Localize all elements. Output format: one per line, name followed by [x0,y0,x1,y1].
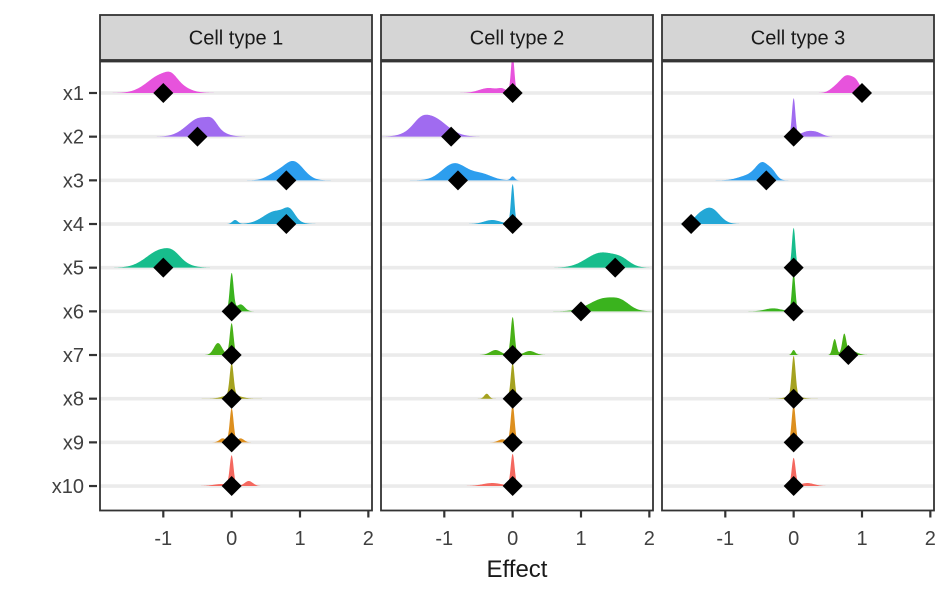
x-tick-label: -1 [154,528,172,550]
estimate-marker-x5 [783,257,804,278]
estimate-marker-x1 [502,83,523,103]
estimate-marker-x8 [221,388,242,409]
y-axis-label-x2: x2 [63,127,84,149]
estimate-marker-x2 [441,126,462,147]
x-tick-label: -1 [716,528,734,550]
estimate-marker-x1 [852,83,872,103]
facet-title: Cell type 1 [189,28,284,50]
facet-strip [380,14,654,61]
estimate-marker-x6 [571,301,591,322]
gridline-x3 [662,178,934,183]
chart-built-content: Cell type 1 -1 0 1 2 Cell type 2 -1 0 1 2 Cell typ… [52,14,936,550]
gridline-x3 [100,178,372,183]
facet-strip [99,14,373,61]
gridline-x5 [381,265,653,270]
gridline-x2 [381,134,653,139]
y-axis-label-x5: x5 [63,258,84,280]
x-tick-label: 0 [226,528,237,550]
facet-title: Cell type 2 [470,28,565,50]
panel-border [380,60,654,512]
estimate-marker-x7 [502,345,523,366]
density-x3 [381,163,653,181]
panel-border [661,60,935,512]
y-axis-label-x9: x9 [63,432,84,454]
estimate-marker-x5 [605,257,626,278]
estimate-marker-x1 [153,83,174,103]
estimate-marker-x10 [783,476,804,497]
estimate-marker-x3 [447,170,468,191]
gridline-x6 [381,309,653,314]
x-tick-label: 1 [294,528,305,550]
estimate-marker-x4 [276,214,297,235]
x-tick-label: 2 [925,528,936,550]
x-tick-label: 0 [507,528,518,550]
estimate-marker-x7 [221,345,242,366]
density-x5 [381,252,653,268]
y-axis-label-x6: x6 [63,301,84,323]
estimate-marker-x4 [681,214,702,235]
facet-strip [661,14,935,61]
y-axis-label-x1: x1 [63,83,84,105]
estimate-marker-x9 [783,432,804,453]
density-x4 [100,207,372,225]
x-tick-label: 1 [856,528,867,550]
estimate-marker-x7 [838,345,859,366]
gridline-x1 [100,91,372,95]
y-axis-label-x8: x8 [63,389,84,411]
estimate-marker-x3 [276,170,297,191]
x-tick-label: -1 [435,528,453,550]
estimate-marker-x9 [502,432,523,453]
x-axis-title: Effect [487,556,548,583]
gridline-x5 [100,265,372,270]
estimate-marker-x4 [502,214,523,235]
x-tick-label: 2 [363,528,374,550]
estimate-marker-x8 [783,388,804,409]
estimate-marker-x6 [783,301,804,322]
estimate-marker-x6 [221,301,242,322]
panel-border [99,60,373,512]
estimate-marker-x2 [187,126,208,147]
estimate-marker-x5 [153,257,174,278]
gridline-x1 [662,91,934,95]
estimate-marker-x8 [502,388,523,409]
y-axis-label-x7: x7 [63,345,84,367]
facet-title: Cell type 3 [751,28,846,50]
estimate-marker-x2 [783,126,804,147]
estimate-marker-x9 [221,432,242,453]
gridline-x4 [100,222,372,226]
x-tick-label: 2 [644,528,655,550]
x-tick-label: 0 [788,528,799,550]
gridline-x7 [662,353,934,357]
x-tick-label: 1 [575,528,586,550]
density-x3 [100,160,372,181]
estimate-marker-x10 [502,476,523,497]
estimate-marker-x3 [756,170,777,191]
gridline-x4 [662,222,934,226]
y-axis-label-x4: x4 [63,214,84,236]
y-axis-label-x3: x3 [63,170,84,192]
y-axis-label-x10: x10 [52,476,84,498]
estimate-marker-x10 [221,476,242,497]
